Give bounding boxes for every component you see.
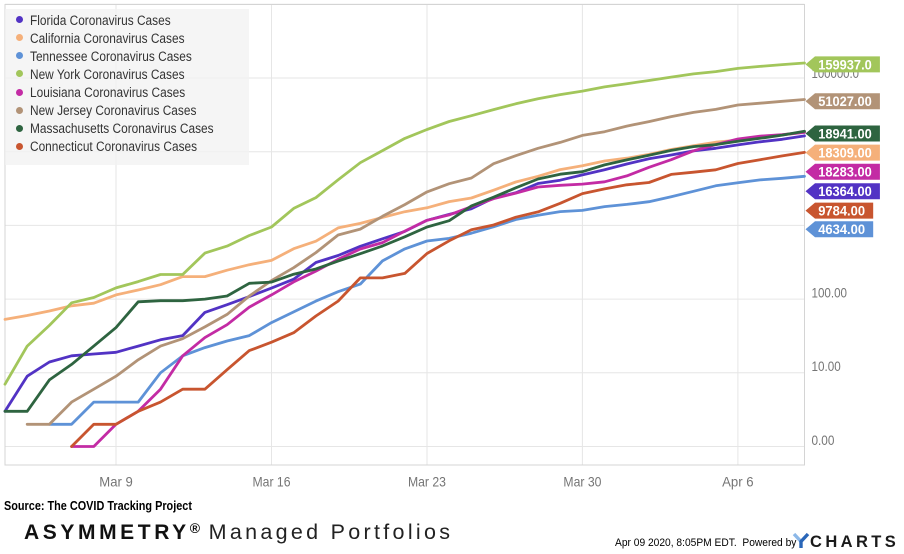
svg-text:Mar 23: Mar 23 [408,473,446,489]
svg-text:18941.00: 18941.00 [818,126,872,141]
svg-text:Mar 30: Mar 30 [563,473,601,489]
svg-text:4634.00: 4634.00 [818,222,865,237]
svg-text:18309.00: 18309.00 [818,146,872,161]
svg-text:Mar 16: Mar 16 [253,473,291,489]
svg-text:18283.00: 18283.00 [818,165,872,180]
svg-text:100.00: 100.00 [812,284,848,300]
svg-text:Apr 6: Apr 6 [722,473,754,489]
svg-text:51027.00: 51027.00 [818,94,872,109]
svg-text:159937.0: 159937.0 [818,57,872,72]
svg-text:16364.00: 16364.00 [818,184,872,199]
svg-text:0.00: 0.00 [812,432,835,448]
svg-text:10.00: 10.00 [812,358,841,374]
svg-text:Mar 9: Mar 9 [99,473,133,489]
svg-text:9784.00: 9784.00 [818,204,865,219]
